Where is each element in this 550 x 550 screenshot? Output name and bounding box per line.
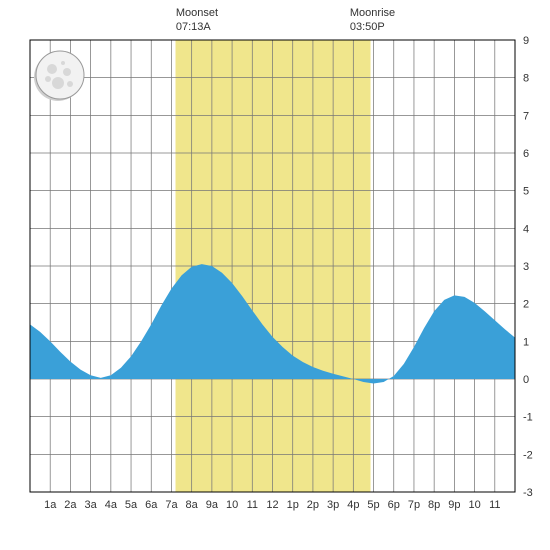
x-tick-label: 1a xyxy=(44,499,57,511)
x-tick-label: 2p xyxy=(307,499,319,511)
x-tick-label: 1p xyxy=(287,499,299,511)
x-tick-label: 7a xyxy=(165,499,178,511)
moonset-time: 07:13A xyxy=(176,21,212,33)
moon-crater xyxy=(45,76,51,82)
y-tick-label: 6 xyxy=(523,148,529,160)
y-tick-label: 5 xyxy=(523,186,529,198)
x-tick-label: 2a xyxy=(64,499,77,511)
y-tick-label: 1 xyxy=(523,336,529,348)
x-tick-label: 9a xyxy=(206,499,219,511)
y-tick-label: -2 xyxy=(523,449,533,461)
y-tick-label: 8 xyxy=(523,73,529,85)
x-tick-label: 8p xyxy=(428,499,440,511)
x-tick-label: 5p xyxy=(367,499,379,511)
y-tick-label: 7 xyxy=(523,110,529,122)
y-tick-label: 2 xyxy=(523,299,529,311)
moonrise-time: 03:50P xyxy=(350,21,385,33)
x-tick-label: 6p xyxy=(388,499,400,511)
x-tick-label: 4a xyxy=(105,499,118,511)
moonrise-label: Moonrise xyxy=(350,7,395,19)
y-tick-label: -1 xyxy=(523,412,533,424)
moon-crater xyxy=(61,61,65,65)
x-tick-label: 3p xyxy=(327,499,339,511)
x-tick-label: 12 xyxy=(266,499,278,511)
x-tick-label: 10 xyxy=(468,499,480,511)
chart-svg: -3-2-101234567891a2a3a4a5a6a7a8a9a101112… xyxy=(0,0,550,550)
moonset-label: Moonset xyxy=(176,7,218,19)
x-tick-label: 10 xyxy=(226,499,238,511)
moon-crater xyxy=(63,68,71,76)
x-tick-label: 5a xyxy=(125,499,138,511)
y-tick-label: 3 xyxy=(523,261,529,273)
y-tick-label: 0 xyxy=(523,374,529,386)
x-tick-label: 3a xyxy=(85,499,98,511)
x-tick-label: 11 xyxy=(489,499,500,511)
y-tick-label: 4 xyxy=(523,223,529,235)
x-tick-label: 7p xyxy=(408,499,420,511)
tide-chart: -3-2-101234567891a2a3a4a5a6a7a8a9a101112… xyxy=(0,0,550,550)
x-tick-label: 4p xyxy=(347,499,359,511)
y-tick-label: 9 xyxy=(523,35,529,47)
x-tick-label: 8a xyxy=(186,499,199,511)
moon-icon xyxy=(36,51,84,99)
moon-crater xyxy=(52,77,64,89)
moon-crater xyxy=(67,81,73,87)
moon-crater xyxy=(47,64,57,74)
x-tick-label: 9p xyxy=(448,499,460,511)
y-tick-label: -3 xyxy=(523,487,533,499)
x-tick-label: 11 xyxy=(247,499,258,511)
x-tick-label: 6a xyxy=(145,499,158,511)
